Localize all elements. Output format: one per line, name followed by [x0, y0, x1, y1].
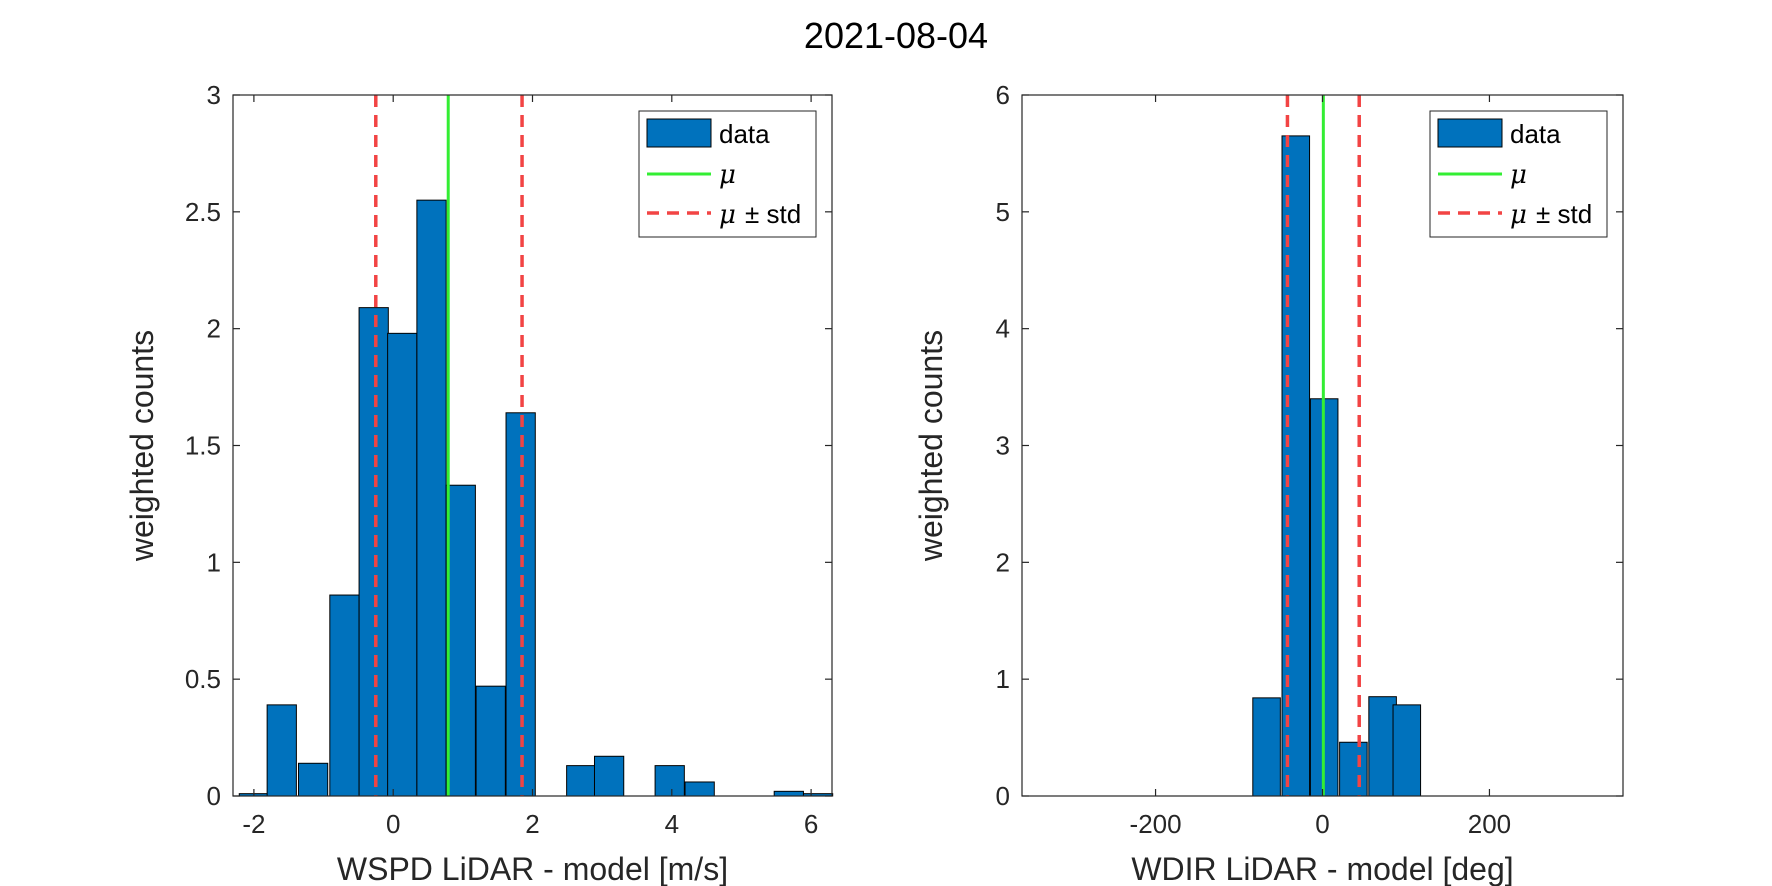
wspd-legend-label-mu: μ [719, 160, 736, 190]
wspd-x-tick-label: 0 [386, 809, 400, 839]
wspd-bar [566, 765, 597, 797]
wspd-legend-label-std-suffix: ± std [745, 199, 801, 229]
wspd-legend-label-std: μ [719, 200, 736, 230]
wspd-bar [387, 332, 418, 797]
wspd-bar [475, 685, 506, 797]
wdir-x-tick-label: 0 [1315, 809, 1329, 839]
wspd-bar [297, 762, 329, 797]
wdir-legend-label-mu: μ [1510, 160, 1527, 190]
wspd-bar [654, 765, 685, 797]
wdir-x-tick-label: -200 [1130, 809, 1182, 839]
wspd-legend-swatch-data [646, 118, 712, 148]
wdir-legend-swatch-data [1437, 118, 1503, 148]
wspd-legend: data μμ ± std [638, 110, 817, 238]
wdir-y-tick-label: 1 [996, 664, 1010, 694]
wspd-legend-label-data: data [719, 119, 770, 149]
wspd-bar [358, 307, 389, 797]
wspd-x-axis-label: WSPD LiDAR - model [m/s] [337, 851, 728, 886]
wdir-y-tick-label: 5 [996, 197, 1010, 227]
wdir-x-axis-label: WDIR LiDAR - model [deg] [1131, 851, 1513, 886]
wspd-y-tick-label: 1 [207, 547, 221, 577]
wdir-bar [1368, 696, 1397, 797]
wspd-y-tick-label: 2.5 [185, 197, 221, 227]
wdir-histogram-panel: -200 0 200 0 1 2 3 4 5 6 WDIR LiDAR - model [deg] w… [913, 80, 1624, 886]
wdir-legend-label-data: data [1510, 119, 1561, 149]
wspd-x-tick-label: -2 [242, 809, 265, 839]
wspd-bar [445, 484, 476, 797]
wdir-legend-label-std: μ [1510, 200, 1527, 230]
wdir-y-tick-label: 3 [996, 431, 1010, 461]
wspd-y-tick-label: 0.5 [185, 664, 221, 694]
wspd-bar [329, 594, 360, 797]
wdir-legend: data μμ ± std [1429, 110, 1608, 238]
wdir-bar [1339, 741, 1368, 797]
wdir-legend-label-std-suffix: ± std [1536, 199, 1592, 229]
wspd-y-tick-label: 2 [207, 314, 221, 344]
wspd-y-tick-label: 1.5 [185, 431, 221, 461]
wspd-y-axis-label: weighted counts [124, 330, 160, 562]
wspd-bar [416, 199, 447, 797]
wspd-x-tick-label: 6 [804, 809, 818, 839]
wdir-bar [1392, 704, 1422, 797]
wdir-bar [1252, 697, 1281, 797]
wspd-x-tick-label: 2 [525, 809, 539, 839]
wdir-y-axis-label: weighted counts [913, 330, 949, 562]
wspd-bar [266, 704, 297, 797]
wdir-y-tick-label: 0 [996, 781, 1010, 811]
wspd-x-tick-label: 4 [665, 809, 679, 839]
wspd-bar [773, 790, 804, 797]
wspd-histogram-panel: -2 0 2 4 6 0 0.5 1 1.5 2 2.5 3 WSPD LiDAR - model [m… [124, 80, 834, 886]
wdir-y-tick-label: 2 [996, 547, 1010, 577]
wdir-y-tick-label: 4 [996, 314, 1010, 344]
wdir-x-tick-label: 200 [1468, 809, 1511, 839]
wspd-y-tick-label: 0 [207, 781, 221, 811]
wspd-bar [684, 781, 715, 797]
wdir-y-tick-label: 6 [996, 80, 1010, 110]
wspd-bar [593, 755, 625, 797]
figure-title: 2021-08-04 [804, 15, 988, 56]
wspd-y-tick-label: 3 [207, 80, 221, 110]
